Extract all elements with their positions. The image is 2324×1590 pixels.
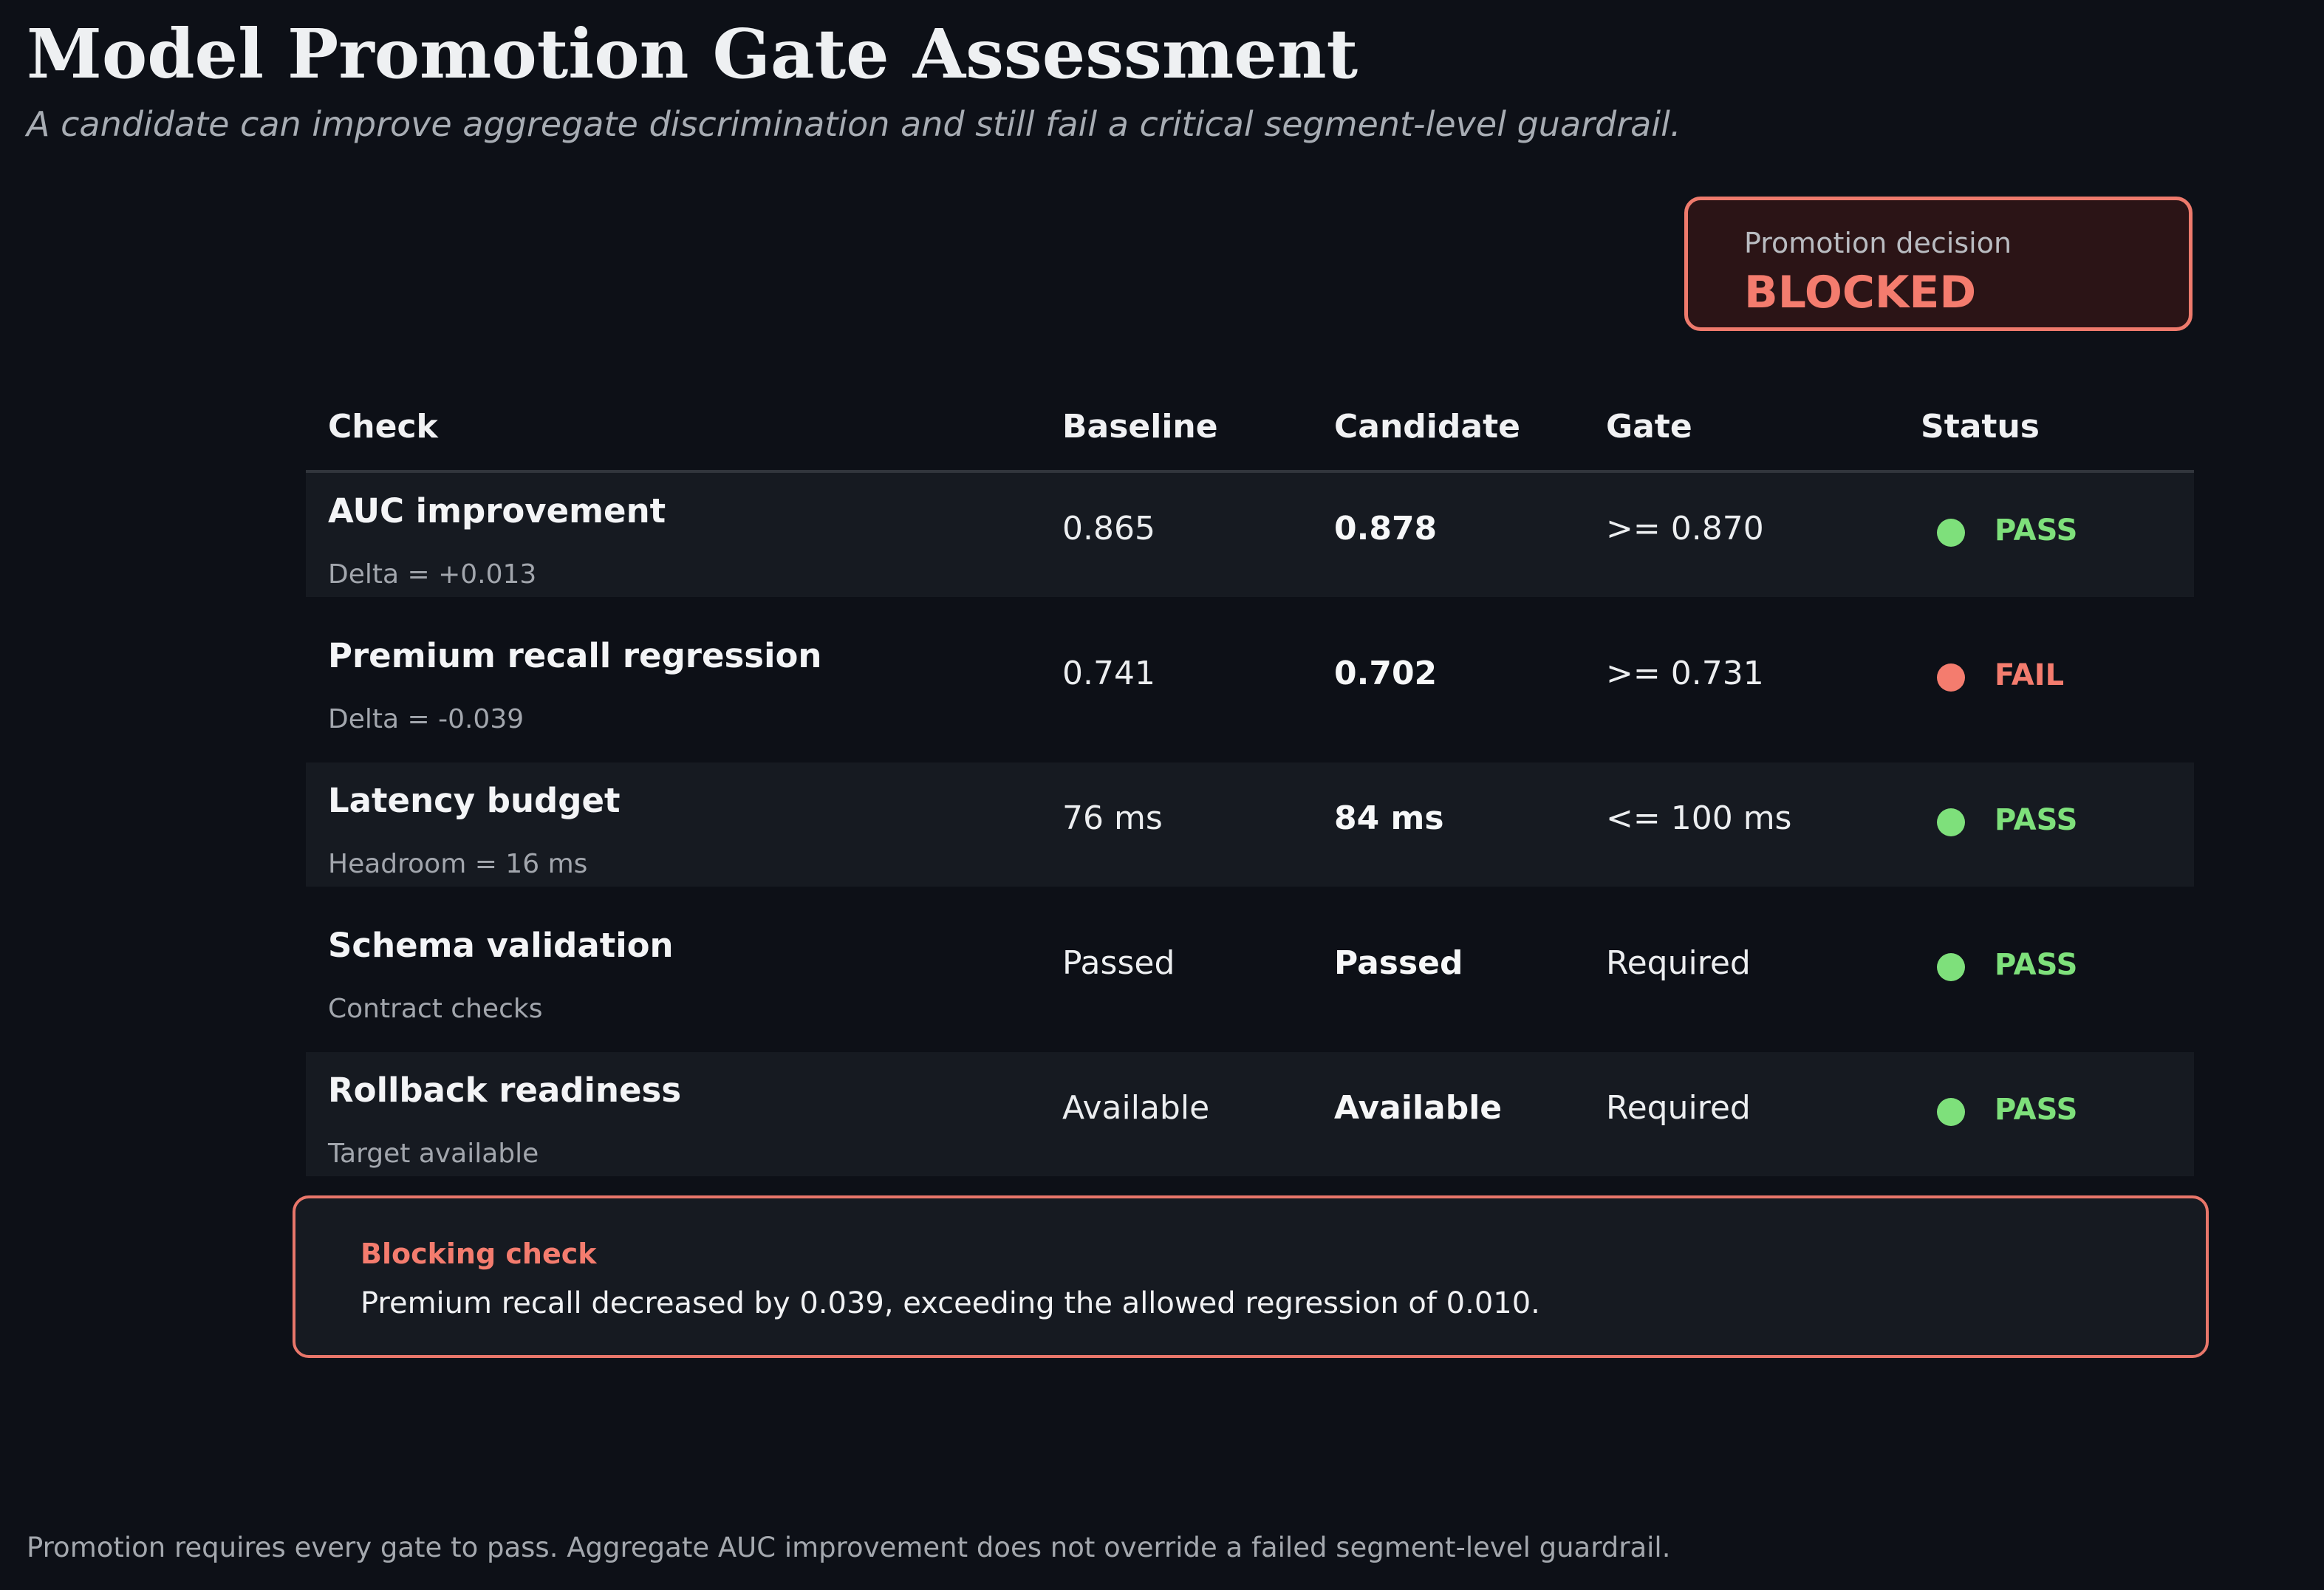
check-detail: Delta = +0.013 [328,559,537,590]
gate-threshold: Required [1606,1089,1751,1127]
check-name: Rollback readiness [328,1071,682,1110]
row-background [306,1052,2194,1176]
column-header-gate: Gate [1606,408,1692,446]
table-header: Check Baseline Candidate Gate Status [306,392,2194,473]
status-dot-icon [1937,953,1965,981]
status-dot-icon [1937,519,1965,547]
check-name: Latency budget [328,781,621,820]
table-row: Latency budget Headroom = 16 ms 76 ms 84… [306,762,2194,907]
gate-threshold: <= 100 ms [1606,799,1792,837]
promotion-decision-value: BLOCKED [1744,267,1977,318]
gate-threshold: >= 0.731 [1606,655,1764,692]
column-header-check: Check [328,408,438,446]
table-row: Schema validation Contract checks Passed… [306,907,2194,1052]
status-label: PASS [1995,948,2078,982]
blocking-check-text: Premium recall decreased by 0.039, excee… [360,1286,1540,1320]
baseline-value: Passed [1062,944,1175,982]
promotion-decision-label: Promotion decision [1744,227,2012,259]
row-background [306,762,2194,887]
baseline-value: Available [1062,1089,1210,1127]
check-name: Schema validation [328,926,674,965]
table-row: Premium recall regression Delta = -0.039… [306,618,2194,762]
blocking-check-title: Blocking check [360,1238,597,1270]
candidate-value: 84 ms [1334,799,1444,837]
footnote: Promotion requires every gate to pass. A… [27,1532,1671,1563]
gate-threshold: Required [1606,944,1751,982]
candidate-value: Passed [1334,944,1463,982]
status-label: FAIL [1995,658,2065,692]
check-detail: Contract checks [328,994,543,1024]
baseline-value: 0.741 [1062,655,1155,692]
status-dot-icon [1937,663,1965,692]
page-title: Model Promotion Gate Assessment [27,14,1358,94]
page-subtitle: A candidate can improve aggregate discri… [27,104,1681,144]
blocking-check-callout: Blocking check Premium recall decreased … [293,1195,2209,1358]
column-header-baseline: Baseline [1062,408,1218,446]
baseline-value: 76 ms [1062,799,1163,837]
table-row: AUC improvement Delta = +0.013 0.865 0.8… [306,473,2194,618]
status-label: PASS [1995,1093,2078,1127]
baseline-value: 0.865 [1062,510,1155,547]
check-name: Premium recall regression [328,636,822,675]
check-detail: Target available [328,1139,539,1169]
table-row: Rollback readiness Target available Avai… [306,1052,2194,1197]
candidate-value: Available [1334,1089,1503,1127]
gate-threshold: >= 0.870 [1606,510,1764,547]
check-detail: Headroom = 16 ms [328,849,588,879]
candidate-value: 0.702 [1334,655,1438,692]
status-dot-icon [1937,808,1965,836]
check-detail: Delta = -0.039 [328,704,524,734]
status-dot-icon [1937,1098,1965,1126]
column-header-candidate: Candidate [1334,408,1520,446]
status-label: PASS [1995,803,2078,837]
promotion-decision-card: Promotion decision BLOCKED [1684,197,2193,331]
check-name: AUC improvement [328,491,666,530]
column-header-status: Status [1921,408,2040,446]
status-label: PASS [1995,513,2078,547]
candidate-value: 0.878 [1334,510,1438,547]
row-background [306,473,2194,597]
gate-table: Check Baseline Candidate Gate Status AUC… [306,392,2194,1197]
